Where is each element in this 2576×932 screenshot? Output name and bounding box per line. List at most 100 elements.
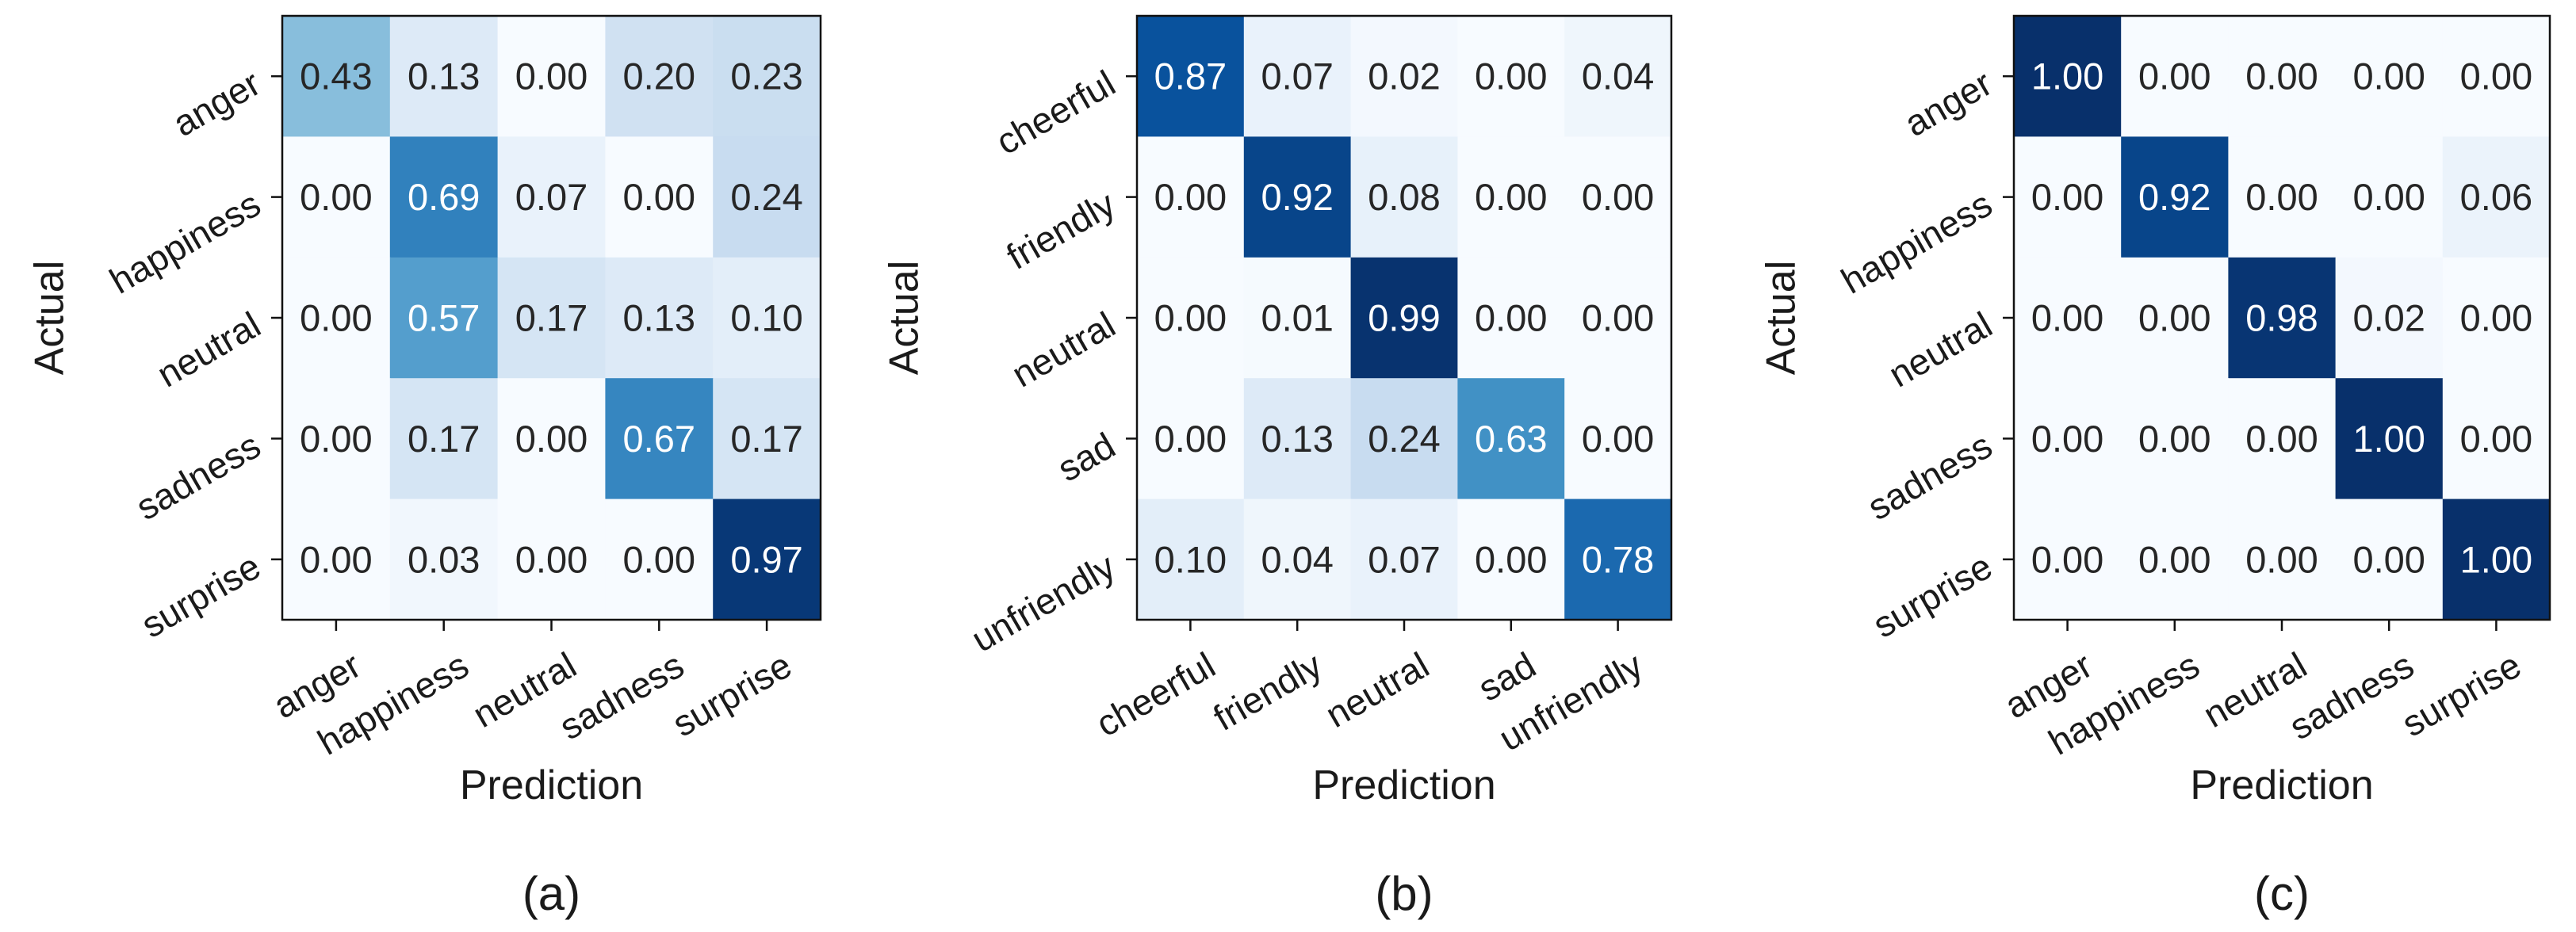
heatmap-cell <box>1457 498 1565 621</box>
cell-value-label: 0.00 <box>1582 176 1654 218</box>
heatmap-cell <box>497 257 606 379</box>
heatmap-cell <box>713 16 821 137</box>
cell-value-label: 0.23 <box>730 55 802 97</box>
heatmap-cell <box>1350 16 1458 137</box>
cell-value-label: 0.02 <box>1368 55 1440 97</box>
heatmap-cell <box>1137 136 1245 258</box>
heatmap-cell <box>605 378 714 500</box>
y-tick-label: anger <box>166 62 267 144</box>
heatmap-cell <box>2121 136 2229 258</box>
heatmap-cell <box>2014 498 2122 621</box>
heatmap-cell <box>497 378 606 500</box>
cell-value-label: 0.10 <box>730 297 802 339</box>
heatmap-cell <box>1564 16 1672 137</box>
heatmap-cell <box>2014 16 2122 137</box>
cell-value-label: 0.98 <box>2245 297 2318 339</box>
cell-value-label: 0.06 <box>2460 176 2532 218</box>
cell-value-label: 0.17 <box>408 418 480 460</box>
cell-value-label: 0.00 <box>300 176 372 218</box>
heatmap-cell <box>282 136 391 258</box>
cell-value-label: 0.00 <box>2245 55 2318 97</box>
y-tick-label: sadness <box>1861 425 1999 529</box>
cell-value-label: 0.01 <box>1261 297 1333 339</box>
y-tick-label: unfriendly <box>964 545 1122 660</box>
heatmap-cell <box>389 257 499 379</box>
heatmap-cell <box>2335 498 2444 621</box>
y-tick-label: friendly <box>1000 183 1122 277</box>
cell-value-label: 0.10 <box>1154 538 1227 580</box>
y-tick-label: happiness <box>102 183 267 302</box>
cell-value-label: 0.00 <box>2138 297 2210 339</box>
cell-value-label: 0.13 <box>1261 418 1333 460</box>
cell-value-label: 0.04 <box>1582 55 1654 97</box>
cell-value-label: 0.00 <box>2245 176 2318 218</box>
heatmap-cell <box>2442 16 2551 137</box>
cell-value-label: 0.00 <box>2138 418 2210 460</box>
cell-value-label: 0.00 <box>1582 418 1654 460</box>
cell-value-label: 0.13 <box>623 297 695 339</box>
y-tick-label: surprise <box>134 545 267 646</box>
heatmap-cell <box>713 378 821 500</box>
cell-value-label: 0.00 <box>2460 418 2532 460</box>
cell-value-label: 0.07 <box>515 176 588 218</box>
heatmap-cell <box>1243 16 1352 137</box>
heatmap-cell <box>1564 498 1672 621</box>
y-tick-label: neutral <box>1005 304 1122 395</box>
cell-value-label: 0.00 <box>623 176 695 218</box>
heatmap-cell <box>2335 257 2444 379</box>
heatmap-cell <box>497 16 606 137</box>
cell-value-label: 0.00 <box>1154 297 1227 339</box>
cell-value-label: 0.92 <box>2138 176 2210 218</box>
x-tick-label: surprise <box>665 644 798 745</box>
heatmap-cell <box>2228 378 2337 500</box>
cell-value-label: 0.00 <box>2031 538 2103 580</box>
heatmap-cell <box>1243 257 1352 379</box>
y-axis-title: Actual <box>882 261 928 376</box>
cell-value-label: 0.97 <box>730 538 802 580</box>
y-tick-label: sad <box>1051 425 1122 490</box>
cell-value-label: 0.00 <box>2245 418 2318 460</box>
cell-value-label: 0.00 <box>1582 297 1654 339</box>
heatmap-cell <box>1243 498 1352 621</box>
cell-value-label: 0.00 <box>300 297 372 339</box>
y-tick-label: sadness <box>129 425 267 529</box>
cell-value-label: 1.00 <box>2352 418 2425 460</box>
y-tick-label: anger <box>1897 62 1999 144</box>
cell-value-label: 0.67 <box>623 418 695 460</box>
heatmap-cell <box>713 257 821 379</box>
x-axis-title: Prediction <box>460 762 643 808</box>
cell-value-label: 0.00 <box>1154 418 1227 460</box>
x-axis-title: Prediction <box>1312 762 1495 808</box>
cell-value-label: 0.00 <box>300 418 372 460</box>
heatmap-cell <box>1350 257 1458 379</box>
heatmap-cell <box>2442 257 2551 379</box>
heatmap-cell <box>1137 16 1245 137</box>
cell-value-label: 0.02 <box>2352 297 2425 339</box>
cell-value-label: 0.87 <box>1154 55 1227 97</box>
heatmap-cell <box>1564 378 1672 500</box>
cell-value-label: 0.78 <box>1582 538 1654 580</box>
heatmap-cell <box>2335 136 2444 258</box>
heatmap-cell <box>1350 498 1458 621</box>
heatmap-cell <box>282 498 391 621</box>
heatmap-cell <box>1564 136 1672 258</box>
cell-value-label: 0.43 <box>300 55 372 97</box>
heatmap-cell <box>2228 498 2337 621</box>
heatmap-cell <box>1350 378 1458 500</box>
cell-value-label: 0.63 <box>1475 418 1547 460</box>
cell-value-label: 0.00 <box>2352 55 2425 97</box>
cell-value-label: 0.00 <box>2245 538 2318 580</box>
heatmap-cell <box>1564 257 1672 379</box>
cell-value-label: 0.24 <box>1368 418 1440 460</box>
y-tick-label: happiness <box>1834 183 1999 302</box>
cell-value-label: 0.07 <box>1368 538 1440 580</box>
heatmap-cell <box>713 498 821 621</box>
cell-value-label: 0.69 <box>408 176 480 218</box>
cell-value-label: 0.00 <box>1475 538 1547 580</box>
heatmap-cell <box>389 136 499 258</box>
confusion-matrix-panel-b: 0.87 0.07 0.02 0.00 0.04 0.00 0.92 0.08 0.00 0.00… <box>882 14 1673 920</box>
y-axis-title: Actual <box>1759 261 1805 376</box>
cell-value-label: 0.00 <box>2031 418 2103 460</box>
confusion-matrix-panel-a: 0.43 0.13 0.00 0.20 0.23 0.00 0.69 0.07 0.00 0.24… <box>27 14 822 920</box>
confusion-matrix-panel-c: 1.00 0.00 0.00 0.00 0.00 0.00 0.92 0.00 0.00 0.06… <box>1759 14 2551 920</box>
